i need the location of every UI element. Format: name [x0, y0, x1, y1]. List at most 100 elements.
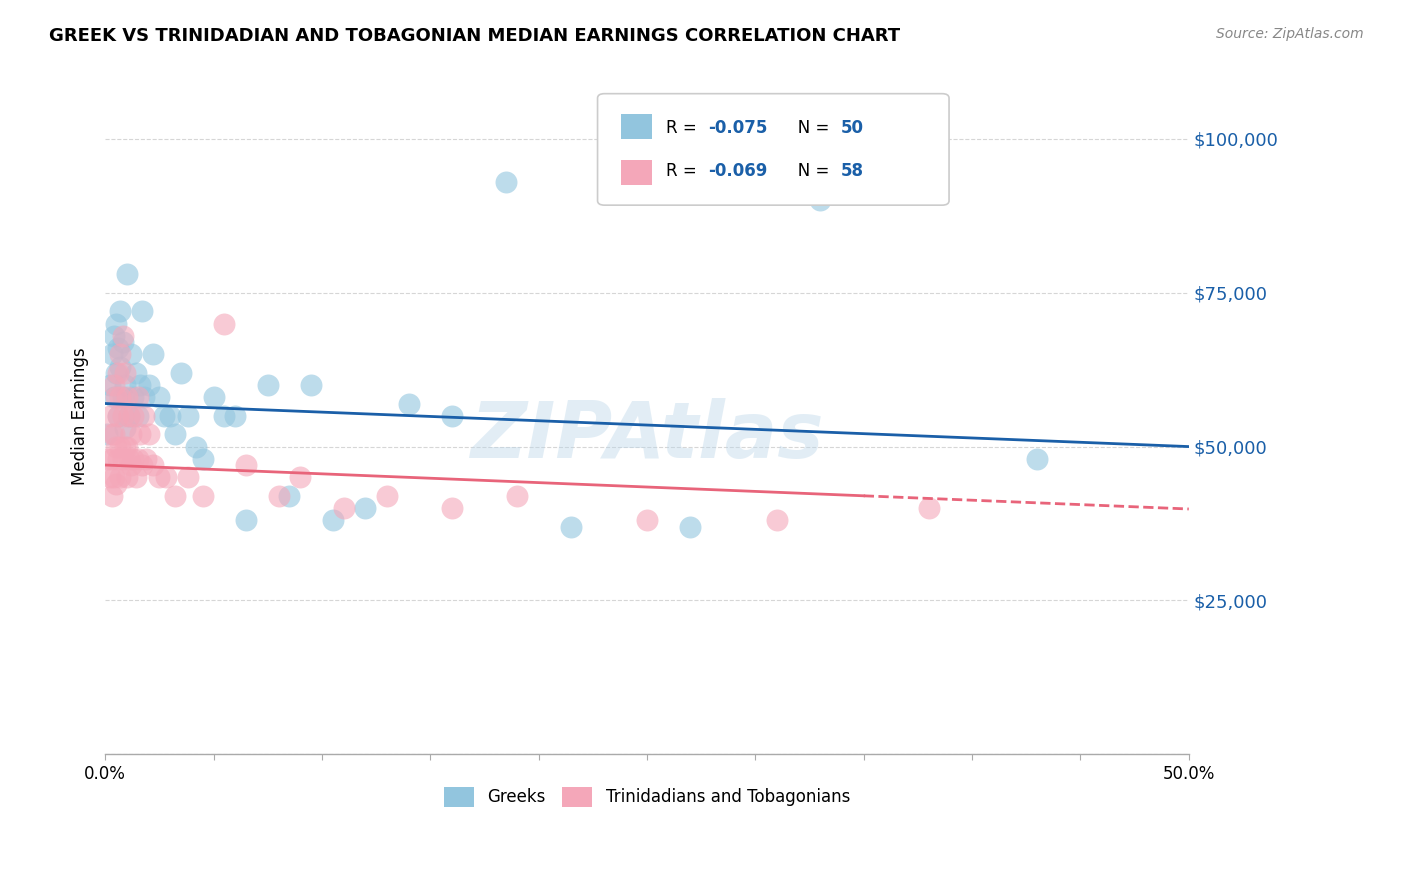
Point	[107, 366, 129, 380]
Point	[105, 317, 128, 331]
Point	[267, 489, 290, 503]
Point	[107, 341, 129, 355]
Point	[142, 458, 165, 472]
Point	[122, 409, 145, 423]
Point	[375, 489, 398, 503]
Point	[142, 347, 165, 361]
Point	[103, 470, 125, 484]
Point	[440, 501, 463, 516]
Text: R =: R =	[666, 162, 703, 180]
Point	[103, 390, 125, 404]
Point	[105, 390, 128, 404]
Point	[155, 470, 177, 484]
Text: ZIPAtlas: ZIPAtlas	[470, 398, 824, 475]
Point	[100, 489, 122, 503]
Point	[1026, 451, 1049, 466]
Point	[131, 304, 153, 318]
Point	[148, 470, 170, 484]
Point	[138, 378, 160, 392]
Point	[152, 409, 174, 423]
Point	[100, 427, 122, 442]
Point	[398, 396, 420, 410]
Point	[120, 427, 142, 442]
Text: Source: ZipAtlas.com: Source: ZipAtlas.com	[1216, 27, 1364, 41]
Point	[176, 470, 198, 484]
Point	[235, 513, 257, 527]
Point	[128, 378, 150, 392]
Point	[191, 489, 214, 503]
Point	[122, 451, 145, 466]
Point	[111, 334, 134, 349]
Point	[322, 513, 344, 527]
Text: 58: 58	[841, 162, 863, 180]
Point	[766, 513, 789, 527]
Point	[148, 390, 170, 404]
Point	[299, 378, 322, 392]
Point	[186, 440, 208, 454]
Point	[110, 390, 132, 404]
Point	[495, 175, 517, 189]
Point	[808, 194, 831, 208]
Point	[235, 458, 257, 472]
Point	[107, 409, 129, 423]
Point	[114, 440, 136, 454]
Point	[918, 501, 941, 516]
Point	[115, 390, 138, 404]
Point	[110, 470, 132, 484]
Point	[111, 451, 134, 466]
Point	[124, 470, 146, 484]
Point	[110, 440, 132, 454]
Point	[111, 409, 134, 423]
Point	[122, 390, 145, 404]
Point	[278, 489, 301, 503]
Point	[256, 378, 278, 392]
Point	[105, 476, 128, 491]
Point	[98, 470, 121, 484]
Text: N =: N =	[782, 162, 834, 180]
Point	[214, 317, 236, 331]
Point	[118, 451, 141, 466]
Point	[103, 427, 125, 442]
Point	[127, 390, 149, 404]
Point	[118, 409, 141, 423]
Point	[120, 458, 142, 472]
Text: GREEK VS TRINIDADIAN AND TOBAGONIAN MEDIAN EARNINGS CORRELATION CHART: GREEK VS TRINIDADIAN AND TOBAGONIAN MEDI…	[49, 27, 900, 45]
Point	[191, 451, 214, 466]
Point	[135, 451, 157, 466]
Point	[115, 268, 138, 282]
Point	[134, 390, 156, 404]
Point	[440, 409, 463, 423]
Text: R =: R =	[666, 120, 703, 137]
Point	[100, 347, 122, 361]
Point	[214, 409, 236, 423]
Point	[138, 427, 160, 442]
Point	[354, 501, 377, 516]
Point	[114, 366, 136, 380]
Point	[120, 347, 142, 361]
Text: -0.069: -0.069	[709, 162, 768, 180]
Point	[96, 451, 118, 466]
Text: 50: 50	[841, 120, 863, 137]
Point	[131, 458, 153, 472]
Point	[110, 347, 132, 361]
Point	[118, 409, 141, 423]
Point	[114, 421, 136, 435]
Point	[163, 427, 186, 442]
Point	[332, 501, 354, 516]
Point	[560, 519, 582, 533]
Text: N =: N =	[782, 120, 834, 137]
Point	[98, 409, 121, 423]
Point	[114, 378, 136, 392]
Point	[103, 378, 125, 392]
Point	[127, 409, 149, 423]
Text: -0.075: -0.075	[709, 120, 768, 137]
Point	[105, 366, 128, 380]
Point	[107, 451, 129, 466]
Point	[506, 489, 529, 503]
Point	[98, 378, 121, 392]
Point	[202, 390, 225, 404]
Point	[107, 409, 129, 423]
Point	[111, 329, 134, 343]
Point	[176, 409, 198, 423]
Point	[159, 409, 181, 423]
